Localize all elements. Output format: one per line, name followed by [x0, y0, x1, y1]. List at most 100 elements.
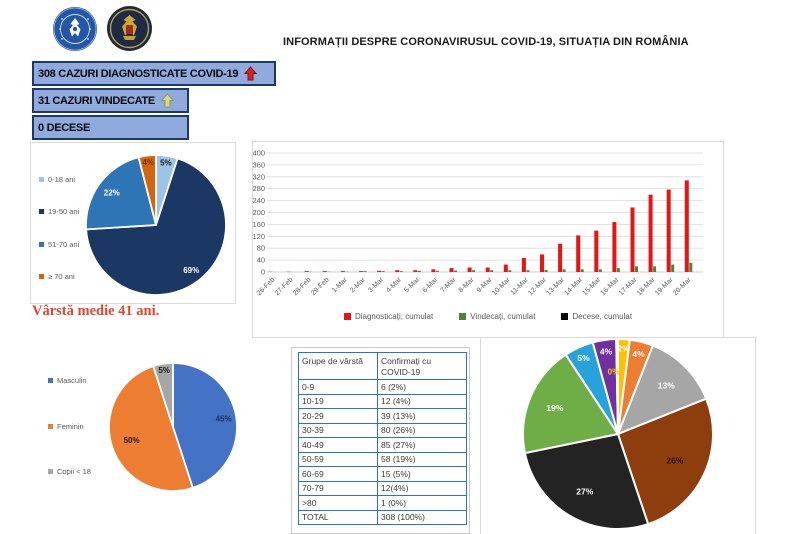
- x-axis-tick-label: 15-Mar: [582, 276, 603, 297]
- x-axis-tick-label: 16-Mar: [600, 276, 621, 297]
- page-title: INFORMAȚII DESPRE CORONAVIRUSUL COVID-19…: [283, 36, 689, 48]
- table-row: 30-39 80 (26%): [298, 422, 467, 438]
- table-row: 70-79 12(4%): [298, 480, 467, 496]
- table-row: 0-9 6 (2%): [298, 379, 467, 395]
- table-cell: 0-9: [298, 379, 378, 395]
- legend-label: Masculin: [57, 376, 87, 385]
- table-row: 50-59 58 (19%): [298, 451, 467, 467]
- table-row: 40-49 85 (27%): [298, 437, 467, 453]
- x-axis-tick-label: 5-Mar: [403, 276, 421, 294]
- table-cell: 12 (4%): [377, 393, 467, 409]
- table-row: TOTAL 308 (100%): [298, 509, 467, 525]
- gender-pie-legend: Masculin Feminin Copii < 18: [48, 376, 91, 476]
- bar-diagnosed-17-Mar: [630, 207, 635, 272]
- bar-diagnosed-29-Feb: [322, 271, 327, 272]
- pie-label: 19%: [546, 403, 563, 413]
- y-axis-tick-label: 320: [253, 172, 265, 181]
- y-axis-tick-label: 0: [261, 268, 265, 277]
- pie-label: 4%: [142, 158, 154, 167]
- bar-diagnosed-6-Mar: [431, 269, 436, 272]
- x-axis-tick-label: 3-Mar: [367, 276, 385, 294]
- legend-swatch-icon: [39, 241, 44, 247]
- bar-recovered-19-Mar: [671, 264, 675, 272]
- table-cell: TOTAL: [298, 509, 378, 525]
- age-legend-item: 19-50 ani: [39, 207, 79, 216]
- pie-label: 0%: [607, 367, 620, 377]
- bar-recovered-17-Mar: [635, 266, 638, 272]
- y-axis-tick-label: 280: [253, 184, 265, 193]
- bar-diagnosed-12-Mar: [540, 254, 544, 272]
- legend-label: 19-50 ani: [48, 207, 80, 217]
- pie-label: 27%: [576, 487, 593, 497]
- x-axis-tick-label: 8-Mar: [458, 276, 476, 294]
- x-axis-tick-label: 27-Feb: [274, 276, 295, 297]
- table-cell: 20-29: [298, 408, 378, 424]
- y-axis-tick-label: 240: [253, 196, 265, 205]
- series-legend-item: Decese, cumulat: [561, 312, 632, 321]
- gender-legend-item: Copii < 18: [48, 467, 91, 476]
- table-cell: 15 (5%): [377, 466, 467, 482]
- bar-recovered-5-Mar: [417, 270, 421, 272]
- pie-label: 69%: [183, 266, 199, 275]
- x-axis-tick-label: 17-Mar: [618, 276, 639, 297]
- x-axis-tick-label: 1-Mar: [331, 276, 349, 294]
- y-axis-tick-label: 200: [253, 208, 265, 217]
- bar-diagnosed-1-Mar: [340, 271, 345, 272]
- bar-diagnosed-19-Mar: [666, 189, 671, 272]
- pie-label: 22%: [104, 188, 120, 197]
- bar-diagnosed-28-Feb: [304, 271, 309, 272]
- coat-of-arms-icon: [107, 6, 152, 51]
- pie-slice-30-39: [616, 397, 714, 526]
- bar-diagnosed-14-Mar: [576, 235, 581, 272]
- x-axis-tick-label: 10-Mar: [491, 276, 512, 297]
- table-cell: 1 (0%): [377, 495, 467, 511]
- decade-pie-panel: 2% 4% 13% 26% 27% 19% 5% 4% 0%: [480, 337, 756, 534]
- x-axis-tick-label: 28-Feb: [292, 276, 313, 297]
- bar-recovered-3-Mar: [381, 271, 385, 272]
- legend-swatch-icon: [48, 378, 53, 383]
- bar-diagnosed-3-Mar: [377, 270, 382, 272]
- table-row: >80 1 (0%): [298, 495, 467, 511]
- table-header: Grupe de vârstă: [298, 352, 378, 380]
- age-legend-item: 0-18 ani: [39, 175, 79, 184]
- table-cell: 40-49: [298, 437, 378, 453]
- stat-diagnosed-label: 308 CAZURI DIAGNOSTICATE COVID-19: [38, 67, 239, 80]
- x-axis-tick-label: 2-Mar: [349, 276, 367, 294]
- table-cell: 30-39: [298, 422, 378, 438]
- series-legend-item: Diagnosticați, cumulat: [343, 312, 434, 321]
- legend-swatch-icon: [343, 313, 351, 320]
- pie-slice-19-50 ani: [85, 157, 227, 296]
- pie-slice-Masculin: [172, 363, 238, 490]
- table-cell: 12(4%): [377, 480, 467, 496]
- pie-slice-20-29: [616, 344, 708, 436]
- legend-swatch-icon: [48, 423, 53, 429]
- table-cell: 50-59: [298, 451, 378, 467]
- legend-swatch-icon: [39, 273, 44, 279]
- bar-diagnosed-2-Mar: [359, 271, 363, 272]
- x-axis-tick-label: 11-Mar: [510, 276, 531, 297]
- bar-recovered-16-Mar: [616, 268, 620, 272]
- bar-recovered-18-Mar: [653, 266, 657, 272]
- gender-legend-item: Masculin: [48, 376, 91, 385]
- y-axis-tick-label: 80: [257, 244, 265, 253]
- x-axis-tick-label: 6-Mar: [421, 276, 439, 294]
- legend-label: Copii < 18: [57, 467, 91, 476]
- y-axis-tick-label: 360: [253, 160, 265, 169]
- table-cell: 6 (2%): [377, 379, 467, 395]
- legend-label: Diagnosticați, cumulat: [354, 312, 434, 321]
- legend-swatch-icon: [39, 209, 44, 215]
- bar-diagnosed-20-Mar: [684, 180, 689, 272]
- x-axis-tick-label: 20-Mar: [672, 276, 693, 297]
- pie-slice-51-70 ani: [85, 156, 158, 231]
- table-row: 10-19 12 (4%): [298, 393, 467, 409]
- gender-pie-chart: 45% 50% 5%: [109, 363, 238, 492]
- bar-diagnosed-10-Mar: [503, 264, 508, 272]
- pie-label: 13%: [658, 381, 675, 391]
- bar-diagnosed-7-Mar: [449, 268, 454, 272]
- pie-label: 26%: [666, 455, 683, 465]
- bar-recovered-6-Mar: [435, 270, 439, 272]
- y-axis-tick-label: 40: [257, 256, 265, 265]
- legend-swatch-icon: [39, 177, 44, 182]
- pie-label: 4%: [600, 346, 613, 356]
